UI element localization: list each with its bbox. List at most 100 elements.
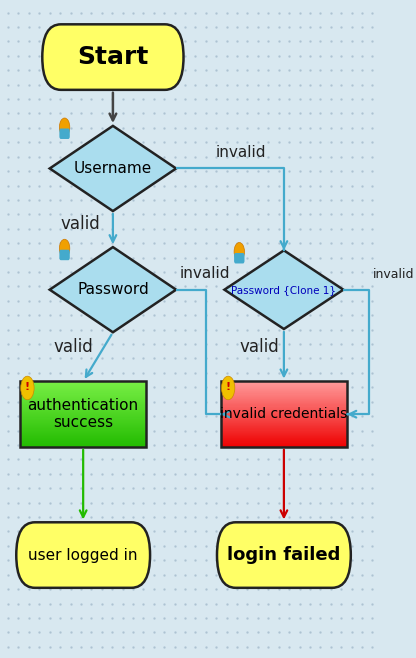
Text: login failed: login failed — [227, 546, 341, 564]
Bar — [20, 400, 146, 401]
Bar — [221, 382, 347, 447]
Bar — [20, 437, 146, 438]
Text: valid: valid — [61, 215, 101, 233]
FancyBboxPatch shape — [59, 128, 70, 139]
Bar — [221, 384, 347, 385]
Bar — [20, 428, 146, 430]
Bar — [20, 386, 146, 387]
Text: !: ! — [25, 382, 30, 392]
Bar — [20, 393, 146, 395]
Polygon shape — [50, 247, 176, 332]
Text: Password {Clone 1}: Password {Clone 1} — [231, 285, 337, 295]
Text: authentication
success: authentication success — [27, 398, 139, 430]
Bar — [221, 446, 347, 447]
Bar — [221, 415, 347, 417]
Bar — [221, 443, 347, 445]
Bar — [20, 430, 146, 432]
Bar — [221, 402, 347, 403]
Circle shape — [234, 243, 245, 261]
Bar — [221, 437, 347, 438]
Bar — [221, 420, 347, 422]
Bar — [221, 392, 347, 393]
Text: valid: valid — [53, 338, 93, 356]
Bar — [221, 389, 347, 390]
Text: invalid: invalid — [215, 145, 266, 160]
Bar — [20, 389, 146, 390]
Bar — [20, 443, 146, 445]
Bar — [221, 409, 347, 410]
Bar — [221, 425, 347, 426]
Bar — [221, 395, 347, 397]
Bar — [221, 418, 347, 420]
Bar — [20, 411, 146, 412]
Bar — [221, 426, 347, 427]
Bar — [20, 387, 146, 388]
Bar — [221, 432, 347, 433]
Bar — [221, 401, 347, 402]
Bar — [20, 395, 146, 397]
Bar — [20, 427, 146, 428]
Circle shape — [59, 118, 70, 136]
Bar — [221, 405, 347, 407]
Polygon shape — [50, 126, 176, 211]
Bar — [221, 438, 347, 440]
Circle shape — [221, 376, 235, 400]
Bar — [20, 382, 146, 384]
Bar — [221, 388, 347, 389]
Bar — [20, 442, 146, 443]
Bar — [20, 426, 146, 427]
Bar — [20, 422, 146, 423]
Bar — [221, 397, 347, 398]
Bar — [20, 402, 146, 403]
Bar — [20, 433, 146, 434]
Bar — [221, 435, 347, 436]
Bar — [20, 440, 146, 442]
Bar — [20, 432, 146, 433]
Bar — [221, 427, 347, 428]
FancyBboxPatch shape — [59, 250, 70, 260]
Bar — [20, 385, 146, 386]
Bar — [20, 425, 146, 426]
Bar — [20, 405, 146, 407]
Bar — [20, 424, 146, 425]
Bar — [20, 418, 146, 420]
Bar — [221, 399, 347, 400]
Bar — [221, 393, 347, 395]
Bar — [20, 384, 146, 385]
Bar — [20, 420, 146, 422]
Bar — [20, 413, 146, 414]
Bar — [20, 410, 146, 411]
Bar — [221, 424, 347, 425]
Text: Username: Username — [74, 161, 152, 176]
Bar — [221, 386, 347, 387]
Bar — [221, 407, 347, 409]
Bar — [20, 436, 146, 437]
Bar — [221, 398, 347, 399]
Bar — [221, 422, 347, 423]
Bar — [20, 412, 146, 413]
Bar — [20, 388, 146, 389]
Bar — [20, 445, 146, 446]
Bar — [20, 415, 146, 417]
Bar — [20, 407, 146, 409]
Bar — [221, 440, 347, 442]
Bar — [221, 412, 347, 413]
Bar — [20, 392, 146, 393]
Bar — [221, 403, 347, 405]
Bar — [20, 399, 146, 400]
Bar — [20, 382, 146, 447]
FancyBboxPatch shape — [217, 522, 351, 588]
Bar — [221, 413, 347, 414]
Bar — [20, 401, 146, 402]
Bar — [20, 397, 146, 398]
FancyBboxPatch shape — [16, 522, 150, 588]
Bar — [20, 403, 146, 405]
FancyBboxPatch shape — [234, 253, 245, 263]
Bar — [20, 414, 146, 415]
Bar — [20, 438, 146, 440]
Bar — [20, 435, 146, 436]
Text: !: ! — [225, 382, 231, 392]
Bar — [221, 428, 347, 430]
Bar — [221, 442, 347, 443]
Circle shape — [59, 240, 70, 257]
